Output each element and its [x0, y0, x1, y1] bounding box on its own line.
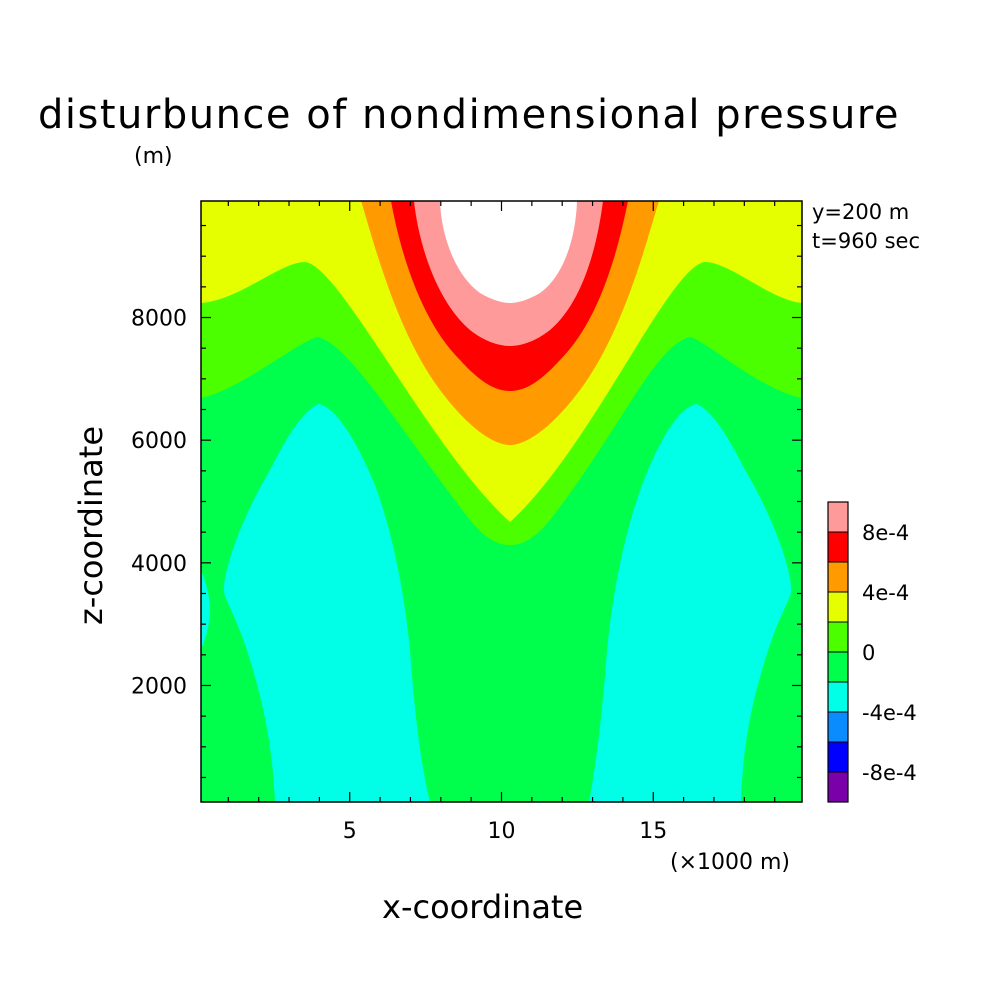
y-tick-label: 6000: [131, 429, 187, 454]
contour-band-above-1e-3: [440, 201, 577, 303]
contour-band-neg-4e-4-to-neg-2e-4-right: [589, 404, 792, 802]
colorbar-swatch: [828, 712, 848, 742]
colorbar-swatch: [828, 592, 848, 622]
y-unit-label: (m): [134, 144, 173, 169]
x-tick-label: 15: [639, 819, 667, 844]
axis-ticks: [201, 201, 802, 802]
y-tick-label: 2000: [131, 674, 187, 699]
y-tick-label: 8000: [131, 307, 187, 332]
colorbar-label: -4e-4: [862, 701, 917, 725]
x-axis-multiplier: (×1000 m): [670, 850, 791, 875]
x-tick-label: 10: [488, 819, 516, 844]
annotation-time: t=960 sec: [812, 229, 920, 253]
colorbar-label: -8e-4: [862, 761, 917, 785]
colorbar: 8e-4 4e-4 0 -4e-4 -8e-4: [827, 501, 917, 803]
y-tick-label: 4000: [131, 552, 187, 577]
colorbar-swatch: [828, 562, 848, 592]
x-axis-label: x-coordinate: [382, 888, 584, 926]
colorbar-swatch: [828, 502, 848, 532]
x-tick-label: 5: [343, 819, 357, 844]
colorbar-swatch: [828, 532, 848, 562]
tick-labels: 5 10 15 2000 4000 6000 8000: [131, 307, 667, 844]
contour-band-neg-4e-4-to-neg-2e-4-edge: [201, 570, 210, 650]
contour-band-neg-4e-4-to-neg-2e-4-left: [223, 404, 430, 802]
colorbar-label: 4e-4: [862, 581, 909, 605]
colorbar-swatch: [828, 652, 848, 682]
colorbar-label: 8e-4: [862, 521, 909, 545]
colorbar-swatch: [828, 622, 848, 652]
colorbar-swatch: [828, 682, 848, 712]
contour-fill-area: [201, 201, 802, 802]
annotation-y-position: y=200 m: [812, 200, 910, 224]
chart-title: disturbunce of nondimensional pressure: [38, 92, 900, 138]
colorbar-swatch: [828, 772, 848, 802]
colorbar-label: 0: [862, 641, 875, 665]
colorbar-swatch: [828, 742, 848, 772]
